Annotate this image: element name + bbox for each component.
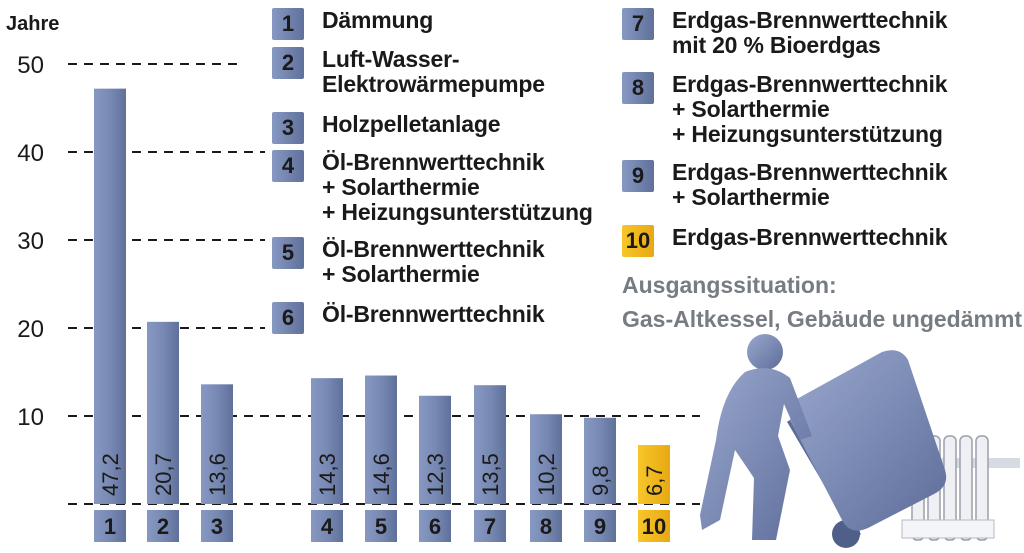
- category-box-3: [201, 510, 233, 542]
- bar-2: [147, 321, 179, 504]
- value-label-6: 12,3: [423, 453, 448, 496]
- category-box-4: [311, 510, 343, 542]
- value-label-9: 9,8: [588, 465, 613, 496]
- category-label-8: 8: [540, 514, 552, 539]
- person-pushing-boiler-icon: [700, 334, 1020, 548]
- value-label-5: 14,6: [369, 453, 394, 496]
- category-box-10: [638, 510, 670, 542]
- y-tick-label: 50: [17, 52, 44, 79]
- category-box-1: [94, 510, 126, 542]
- category-box-6: [419, 510, 451, 542]
- bar-3: [201, 384, 233, 504]
- legend-item-8: 8 Erdgas-Brennwerttechnik + Solarthermie …: [622, 71, 948, 147]
- bar-9: [584, 417, 616, 504]
- y-tick-label: 10: [17, 404, 44, 431]
- legend-number-6: 6: [272, 302, 304, 334]
- legend-number-4: 4: [272, 150, 304, 182]
- legend-item-4: 4 Öl-Brennwerttechnik + Solarthermie + He…: [272, 150, 593, 225]
- bar-7: [474, 385, 506, 504]
- category-box-8: [530, 510, 562, 542]
- category-label-4: 4: [321, 514, 334, 539]
- category-label-3: 3: [211, 514, 223, 539]
- legend-number-10: 10: [622, 225, 654, 257]
- category-box-9: [584, 510, 616, 542]
- value-label-7: 13,5: [478, 453, 503, 496]
- y-tick-label: 30: [17, 228, 44, 255]
- legend-label-8: Erdgas-Brennwerttechnik + Solarthermie +…: [672, 71, 948, 147]
- legend-label-10: Erdgas-Brennwerttechnik: [672, 224, 948, 250]
- bar-8: [530, 414, 562, 504]
- bar-1: [94, 88, 126, 504]
- value-label-10: 6,7: [642, 465, 667, 496]
- legend-number-3: 3: [272, 112, 304, 144]
- y-tick-label: 40: [17, 140, 44, 167]
- y-axis-label: Jahre: [6, 13, 59, 35]
- category-label-7: 7: [484, 514, 496, 539]
- value-label-8: 10,2: [534, 453, 559, 496]
- value-label-3: 13,6: [205, 453, 230, 496]
- legend-label-7: Erdgas-Brennwerttechnik mit 20 % Bioerdg…: [672, 7, 948, 58]
- legend-number-1: 1: [272, 8, 304, 40]
- legend-number-7: 7: [622, 8, 654, 40]
- legend-label-9: Erdgas-Brennwerttechnik + Solarthermie: [672, 159, 948, 210]
- legend-item-9: 9 Erdgas-Brennwerttechnik + Solarthermie: [622, 159, 948, 210]
- legend-item-10: 10 Erdgas-Brennwerttechnik: [622, 224, 948, 257]
- legend-label-4: Öl-Brennwerttechnik + Solarthermie + Hei…: [322, 149, 593, 225]
- value-label-2: 20,7: [151, 453, 176, 496]
- category-box-5: [365, 510, 397, 542]
- value-label-1: 47,2: [98, 453, 123, 496]
- legend-item-7: 7 Erdgas-Brennwerttechnik mit 20 % Bioerd…: [622, 7, 948, 58]
- category-box-7: [474, 510, 506, 542]
- category-label-2: 2: [157, 514, 169, 539]
- legend-number-2: 2: [272, 47, 304, 79]
- legend-item-1: 1 Dämmung: [272, 8, 433, 40]
- legend-label-5: Öl-Brennwerttechnik + Solarthermie: [322, 236, 545, 287]
- legend-item-5: 5 Öl-Brennwerttechnik + Solarthermie: [272, 236, 545, 287]
- bar-10: [638, 445, 670, 504]
- legend-item-2: 2 Luft-Wasser- Elektrowärmepumpe: [272, 47, 545, 97]
- legend-label-3: Holzpelletanlage: [322, 111, 501, 137]
- legend-item-3: 3 Holzpelletanlage: [272, 112, 500, 144]
- baseline-note: Ausgangssituation: Gas-Altkessel, Gebäud…: [622, 272, 1023, 332]
- legend-number-9: 9: [622, 160, 654, 192]
- legend-number-8: 8: [622, 72, 654, 104]
- category-label-1: 1: [104, 514, 116, 539]
- legend-label-1: Dämmung: [322, 7, 434, 33]
- y-tick-label: 20: [17, 316, 44, 343]
- bar-5: [365, 375, 397, 504]
- category-label-10: 10: [642, 514, 666, 539]
- value-label-4: 14,3: [315, 453, 340, 496]
- category-label-9: 9: [594, 514, 606, 539]
- category-label-5: 5: [375, 514, 387, 539]
- legend-number-5: 5: [272, 237, 304, 269]
- bar-6: [419, 395, 451, 504]
- bar-4: [311, 378, 343, 504]
- category-label-6: 6: [429, 514, 441, 539]
- legend-item-6: 6 Öl-Brennwerttechnik: [272, 301, 545, 334]
- legend-label-2: Luft-Wasser- Elektrowärmepumpe: [322, 46, 545, 97]
- category-box-2: [147, 510, 179, 542]
- legend-label-6: Öl-Brennwerttechnik: [322, 301, 545, 327]
